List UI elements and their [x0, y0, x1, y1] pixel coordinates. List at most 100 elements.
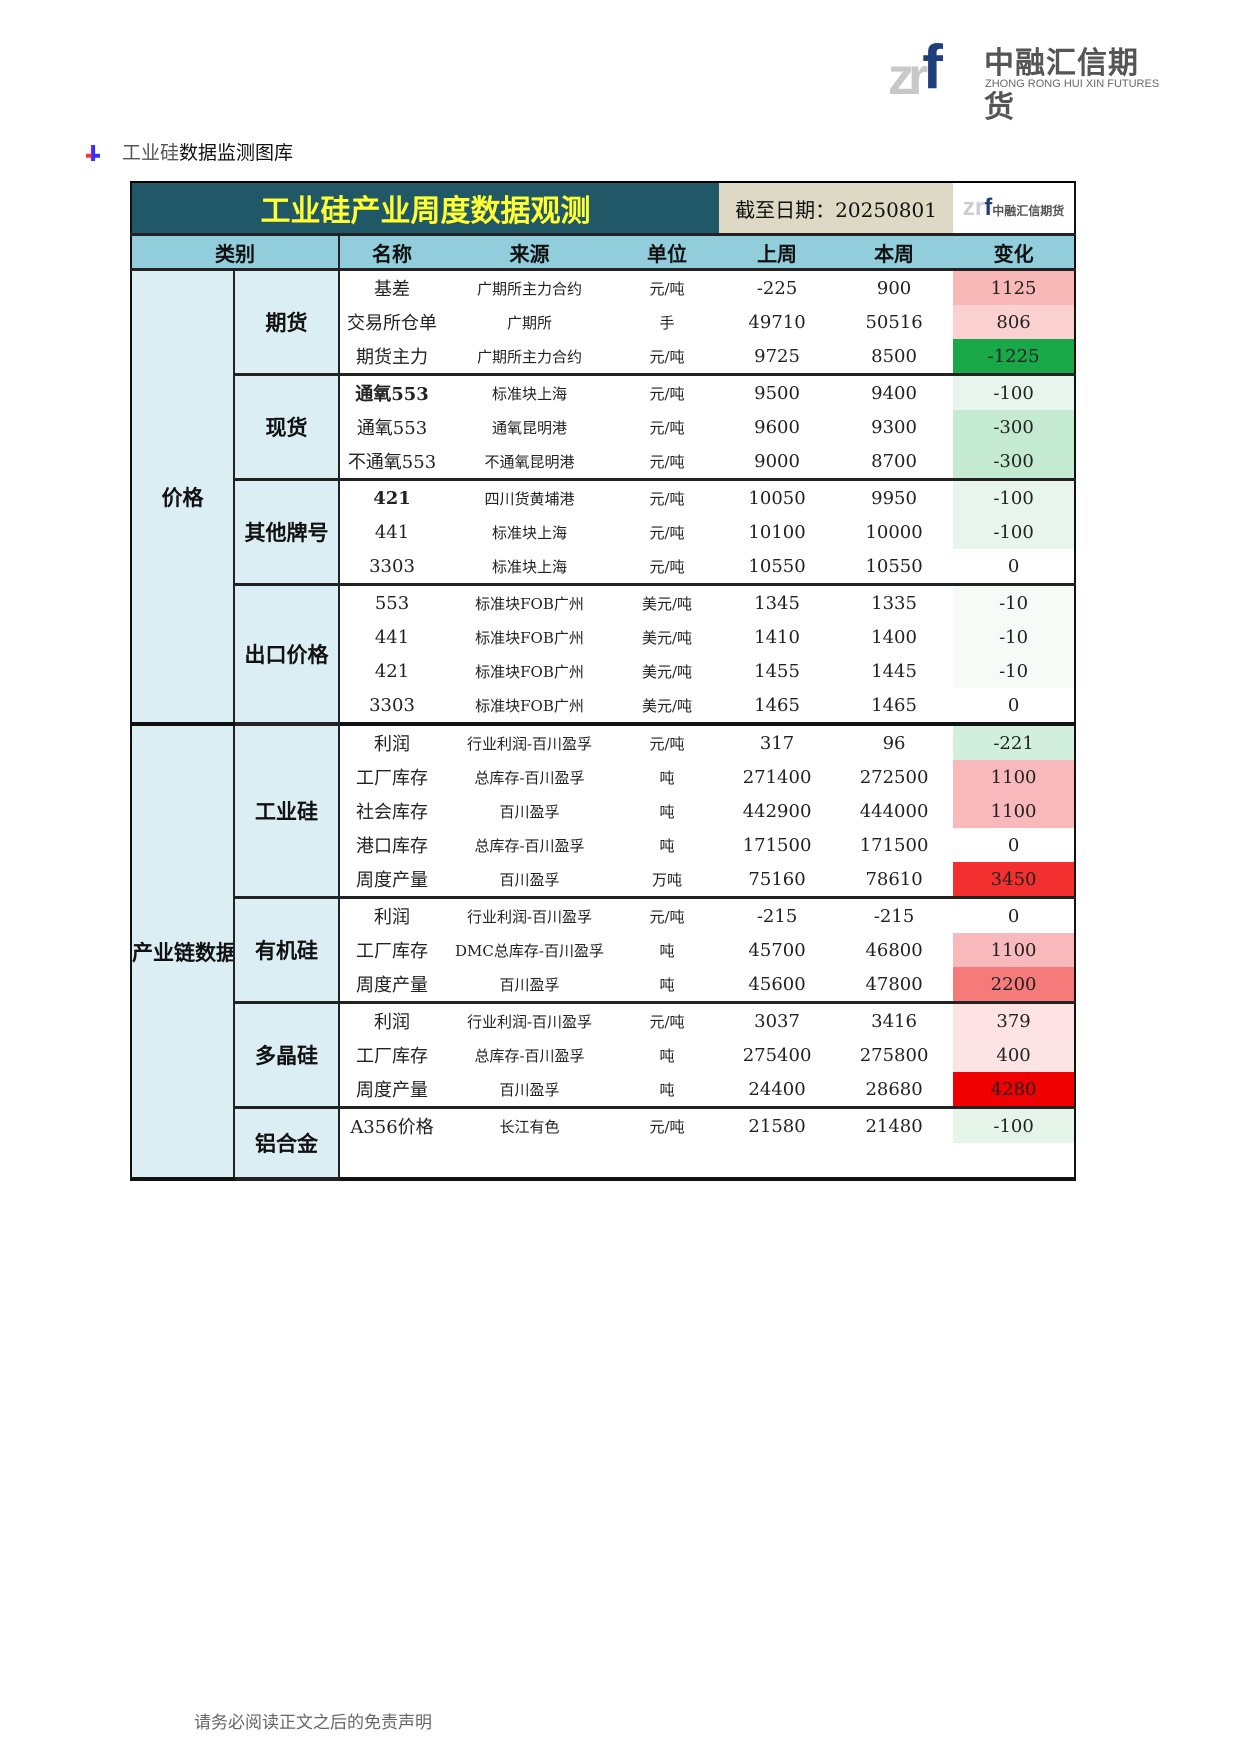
unit-cell: 元/吨 — [649, 384, 685, 403]
last-week-cell: 75160 — [719, 862, 836, 899]
last-week-cell: 10050 — [748, 487, 806, 509]
table-row: 周度产量 百川盈孚吨 45600 47800 2200 — [131, 967, 1077, 1004]
change-cell: 1100 — [953, 933, 1077, 967]
section-heading: 工业硅数据监测图库 — [86, 138, 293, 165]
table-row: 3303 标准块FOB广州 美元/吨 1465 1465 0 — [131, 688, 1077, 726]
table-row: 不通氧553 不通氧昆明港 元/吨 9000 8700 -300 — [131, 444, 1077, 481]
change-cell: -221 — [953, 724, 1077, 760]
last-week-cell: 1410 — [754, 626, 800, 648]
last-week-cell: 9500 — [754, 382, 800, 404]
last-week-cell: 21580 — [748, 1115, 806, 1137]
table-row: 有机硅 利润 行业利润-百川盈孚 元/吨 -215 -215 0 — [131, 897, 1077, 1004]
table-row: 3303 标准块上海 元/吨 10550 10550 0 — [131, 549, 1077, 586]
source-cell: 标准块FOB广州 — [475, 662, 584, 681]
change-cell: -10 — [953, 584, 1077, 620]
source-cell: 标准块FOB广州 — [444, 688, 615, 726]
category-cell: 产业链数据 — [130, 724, 235, 1181]
this-week-cell: 9300 — [871, 416, 917, 438]
change-cell: -10 — [953, 654, 1077, 688]
last-week-cell: 10550 — [719, 549, 836, 586]
category-cell: 价格 — [130, 269, 235, 726]
unit-cell: 万吨 — [615, 862, 720, 899]
last-week-cell: 49710 — [748, 311, 806, 333]
source-cell: 标准块FOB广州 — [475, 594, 584, 613]
name-cell: A356价格 — [350, 1117, 434, 1138]
unit-cell: 元/吨 — [615, 444, 720, 481]
change-cell: 806 — [953, 305, 1077, 339]
name-cell: 周度产量 — [339, 967, 444, 1004]
disclaimer-note: 请务必阅读正文之后的免责声明 — [194, 1713, 432, 1733]
unit-cell: 元/吨 — [649, 489, 685, 508]
table-row: 441 标准块上海 元/吨 10100 10000 -100 — [131, 515, 1077, 549]
bullet-icon — [86, 145, 100, 161]
source-cell: 标准块上海 — [491, 384, 567, 403]
this-week-cell: 1465 — [835, 688, 954, 726]
change-cell: 0 — [953, 897, 1077, 933]
header-name: 名称 — [338, 233, 444, 271]
last-week-cell: 9000 — [719, 444, 836, 481]
last-week-cell: 3037 — [754, 1010, 800, 1032]
source-cell: 总库存-百川盈孚 — [474, 1046, 585, 1065]
name-cell: 社会库存 — [356, 802, 428, 823]
this-week-cell: 171500 — [859, 834, 929, 856]
this-week-cell: 96 — [882, 732, 906, 754]
last-week-cell: 9600 — [754, 416, 800, 438]
change-cell: 0 — [953, 549, 1077, 586]
header-last-week: 上周 — [719, 233, 836, 271]
source-cell: 广期所主力合约 — [444, 339, 615, 376]
unit-cell: 元/吨 — [649, 734, 685, 753]
name-cell: 港口库存 — [356, 836, 428, 857]
table-row: 工厂库存 总库存-百川盈孚 吨 275400 275800 400 — [131, 1038, 1077, 1072]
unit-cell: 元/吨 — [649, 418, 685, 437]
name-cell: 周度产量 — [339, 1072, 444, 1109]
name-cell: 利润 — [374, 1012, 410, 1033]
unit-cell: 吨 — [615, 1072, 720, 1109]
table-row: 现货 通氧553 标准块上海 元/吨 9500 9400 -100 — [131, 374, 1077, 481]
this-week-cell: 78610 — [835, 862, 954, 899]
last-week-cell: 442900 — [742, 800, 812, 822]
name-cell: 交易所仓单 — [347, 313, 437, 334]
change-cell: -100 — [953, 479, 1077, 515]
blank-row — [131, 1143, 1077, 1181]
this-week-cell: 50516 — [865, 311, 923, 333]
unit-cell: 吨 — [615, 967, 720, 1004]
name-cell: 利润 — [374, 734, 410, 755]
subcategory-cell: 有机硅 — [234, 897, 340, 1004]
change-cell: 4280 — [953, 1072, 1077, 1109]
table-row: 421 标准块FOB广州 美元/吨 1455 1445 -10 — [131, 654, 1077, 688]
this-week-cell: 8500 — [835, 339, 954, 376]
last-week-cell: -215 — [756, 905, 798, 927]
table-row: 社会库存 百川盈孚 吨 442900 444000 1100 — [131, 794, 1077, 828]
source-cell: DMC总库存-百川盈孚 — [455, 941, 604, 960]
header-change: 变化 — [953, 233, 1077, 271]
unit-cell: 元/吨 — [649, 907, 685, 926]
last-week-cell: 1455 — [754, 660, 800, 682]
unit-cell: 吨 — [659, 1046, 675, 1065]
subcategory-cell: 铝合金 — [234, 1107, 340, 1181]
table-row: 价格 期货 基差 广期所主力合约 元/吨 -225 900 1125 — [130, 269, 1077, 726]
change-cell: 0 — [953, 688, 1077, 726]
unit-cell: 元/吨 — [615, 339, 720, 376]
table-row: 期货主力 广期所主力合约 元/吨 9725 8500 -1225 — [131, 339, 1077, 376]
this-week-cell: 8700 — [835, 444, 954, 481]
this-week-cell: 28680 — [835, 1072, 954, 1109]
unit-cell: 吨 — [659, 836, 675, 855]
subcategory-cell: 其他牌号 — [234, 479, 340, 586]
name-cell: 期货主力 — [339, 339, 444, 376]
subcategory-cell: 多晶硅 — [234, 1002, 340, 1109]
last-week-cell: 45700 — [748, 939, 806, 961]
table-row: 其他牌号 421 四川货黄埔港 元/吨 10050 9950 -100 — [131, 479, 1077, 586]
name-cell: 421 — [374, 660, 410, 682]
this-week-cell: 10550 — [835, 549, 954, 586]
change-cell: -100 — [953, 1107, 1077, 1143]
source-cell: 行业利润-百川盈孚 — [466, 907, 593, 926]
source-cell: 标准块FOB广州 — [475, 628, 584, 647]
name-cell: 441 — [374, 626, 410, 648]
source-cell: 总库存-百川盈孚 — [474, 836, 585, 855]
as-of-date: 截至日期：20250801 — [719, 181, 954, 235]
change-cell: 3450 — [953, 862, 1077, 899]
subcategory-cell: 期货 — [234, 269, 340, 376]
table-row: 铝合金 A356价格 长江有色 元/吨 21580 21480 -100 — [131, 1107, 1077, 1181]
change-cell: 1100 — [953, 794, 1077, 828]
unit-cell: 元/吨 — [649, 279, 685, 298]
